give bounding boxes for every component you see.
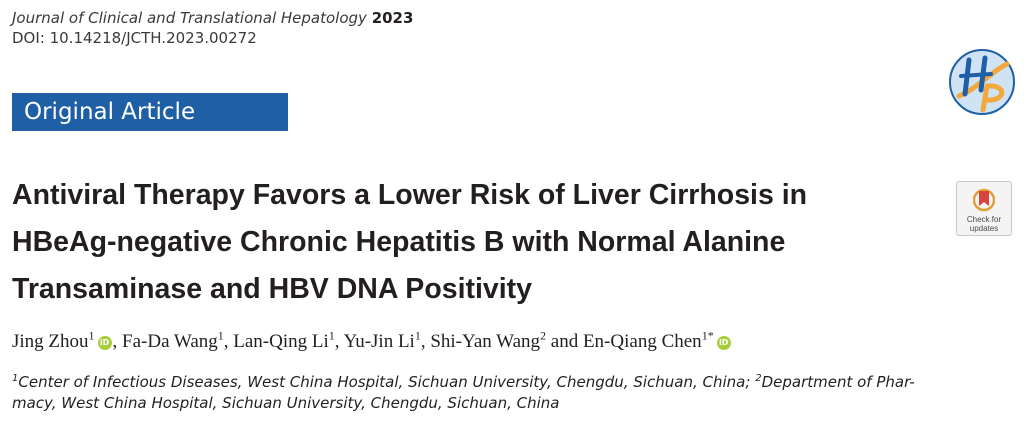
author-list: Jing Zhou1 iD, Fa-Da Wang1, Lan-Qing Li1,… bbox=[12, 330, 732, 354]
author-affiliation-mark: 2 bbox=[540, 328, 547, 343]
author-separator: , bbox=[223, 331, 234, 352]
affiliation-mark: 2 bbox=[755, 373, 762, 384]
author-name[interactable]: Fa-Da Wang bbox=[122, 331, 218, 352]
article-type-banner: Original Article bbox=[12, 93, 288, 131]
affiliation-line: macy, West China Hospital, Sichuan Unive… bbox=[12, 394, 560, 412]
check-for-updates-icon bbox=[973, 188, 995, 212]
orcid-icon[interactable]: iD bbox=[716, 336, 731, 350]
title-line: Antiviral Therapy Favors a Lower Risk of… bbox=[12, 179, 808, 211]
article-title: Antiviral Therapy Favors a Lower Risk of… bbox=[12, 172, 932, 313]
author-name[interactable]: Yu-Jin Li bbox=[343, 331, 415, 352]
author-separator: , bbox=[334, 331, 344, 352]
author-separator: , bbox=[112, 331, 123, 352]
affiliation-text: Department of Phar- bbox=[761, 373, 915, 391]
author-name[interactable]: En-Qiang Chen bbox=[582, 331, 702, 352]
doi-link[interactable]: DOI: 10.14218/JCTH.2023.00272 bbox=[12, 29, 257, 47]
title-line: HBeAg-negative Chronic Hepatitis B with … bbox=[12, 226, 786, 258]
jcth-hp-logo-icon[interactable] bbox=[945, 46, 1019, 118]
journal-name: Journal of Clinical and Translational He… bbox=[12, 9, 367, 27]
author-affiliation-mark: 1 bbox=[88, 328, 95, 343]
affiliation-line: 1Center of Infectious Diseases, West Chi… bbox=[12, 372, 1020, 393]
affiliations: 1Center of Infectious Diseases, West Chi… bbox=[12, 372, 1020, 414]
author-separator: , bbox=[420, 331, 431, 352]
journal-year: 2023 bbox=[371, 9, 414, 27]
author-name[interactable]: Jing Zhou bbox=[12, 331, 89, 352]
author-affiliation-mark: 1* bbox=[701, 328, 714, 343]
affiliation-text: Center of Infectious Diseases, West Chin… bbox=[18, 373, 756, 391]
check-for-updates-label: Check for updates bbox=[966, 215, 1002, 233]
affiliation-mark: 1 bbox=[12, 373, 19, 384]
author-affiliation-mark: 1 bbox=[414, 328, 421, 343]
author-separator: and bbox=[546, 331, 583, 352]
author-affiliation-mark: 1 bbox=[217, 328, 224, 343]
journal-citation: Journal of Clinical and Translational He… bbox=[12, 9, 413, 28]
author-name[interactable]: Shi-Yan Wang bbox=[430, 331, 541, 352]
check-for-updates-button[interactable]: Check for updates bbox=[956, 181, 1012, 236]
author-name[interactable]: Lan-Qing Li bbox=[233, 331, 329, 352]
orcid-icon[interactable]: iD bbox=[97, 336, 112, 350]
author-affiliation-mark: 1 bbox=[328, 328, 335, 343]
jcth-logo-svg bbox=[949, 49, 1015, 115]
title-line: Transaminase and HBV DNA Positivity bbox=[12, 273, 533, 305]
